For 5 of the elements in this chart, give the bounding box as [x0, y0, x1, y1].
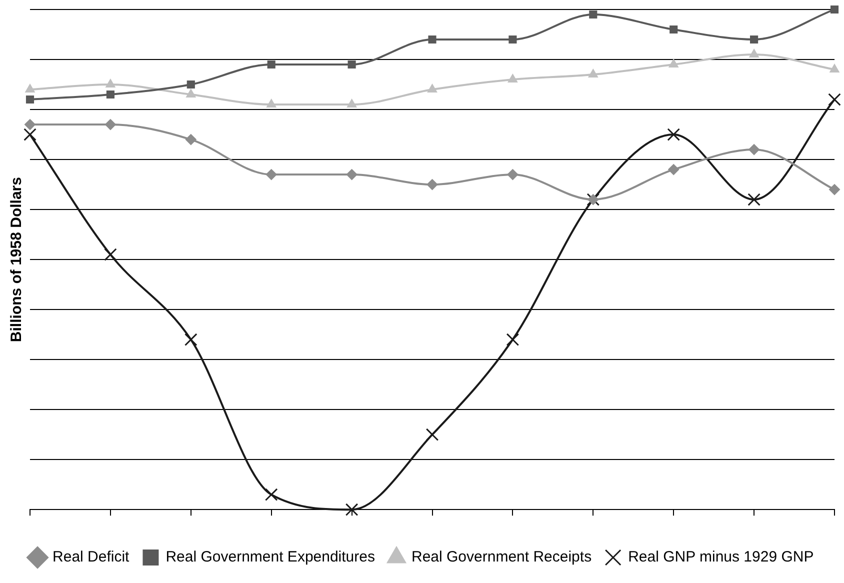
legend-label: Real GNP minus 1929 GNP: [628, 548, 814, 566]
legend-label: Real Deficit: [52, 548, 130, 566]
y-axis-title: Billions of 1958 Dollars: [8, 177, 26, 342]
legend-label: Real Government Receipts: [411, 548, 592, 566]
legend-label: Real Government Expenditures: [166, 548, 375, 566]
